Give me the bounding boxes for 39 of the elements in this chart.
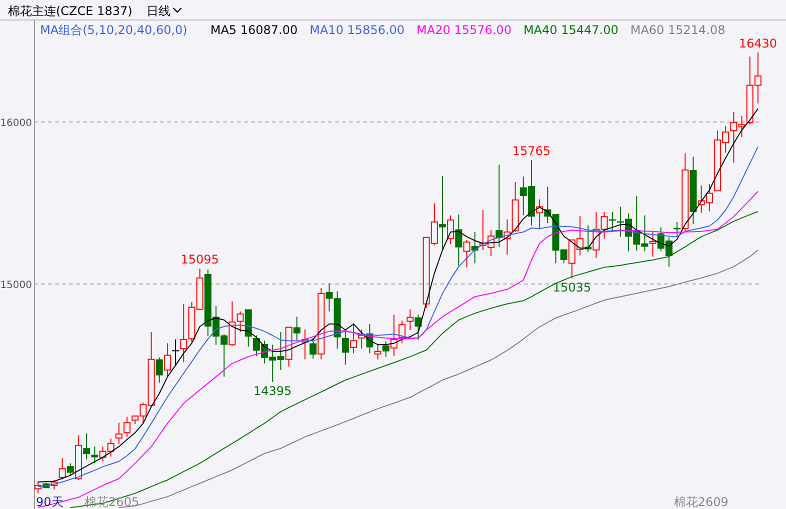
chart-title: 棉花主连(CZCE 1837) bbox=[8, 4, 132, 18]
text: MA20 15576.00 bbox=[416, 23, 512, 37]
candlestick bbox=[301, 328, 308, 360]
candlestick bbox=[649, 230, 656, 258]
candlestick bbox=[115, 422, 122, 445]
candlestick bbox=[455, 214, 462, 266]
chart-subtitle: 日线 bbox=[146, 4, 170, 18]
candlestick bbox=[293, 316, 300, 341]
text: MA40 15447.00 bbox=[523, 23, 618, 37]
candlestick bbox=[504, 218, 511, 256]
text: MA10 15856.00 bbox=[310, 23, 405, 37]
annotation: 15765 bbox=[512, 144, 551, 158]
text: MA5 16087.00 bbox=[210, 23, 298, 37]
candlestick bbox=[496, 164, 503, 248]
annotation: 15035 bbox=[552, 280, 592, 294]
text: MA60 15214.08 bbox=[630, 23, 726, 37]
annotation: 14395 bbox=[254, 384, 292, 398]
candlestick bbox=[83, 432, 90, 460]
candlestick bbox=[350, 322, 358, 354]
candlestick bbox=[310, 337, 317, 360]
candlestick bbox=[91, 446, 98, 464]
candlestick bbox=[390, 314, 398, 357]
candlestick bbox=[536, 198, 544, 230]
candlestick bbox=[66, 462, 74, 476]
annotation: 15095 bbox=[180, 252, 219, 267]
candlestick bbox=[674, 221, 681, 237]
annotation: 棉花2609 bbox=[674, 495, 728, 509]
candlestick bbox=[342, 331, 349, 366]
candlestick bbox=[318, 288, 325, 360]
legend-title: MA组合(5,10,20,40,60,0) bbox=[40, 23, 188, 37]
annotation: 16430 bbox=[738, 36, 778, 50]
y-tick-label: 15000 bbox=[0, 280, 32, 292]
candlestick bbox=[124, 416, 131, 438]
candlestick bbox=[438, 175, 446, 252]
candlestick bbox=[406, 308, 414, 331]
candlestick bbox=[156, 356, 163, 384]
candlestick bbox=[172, 338, 180, 366]
y-tick-label: 16000 bbox=[0, 118, 32, 130]
candlestick bbox=[382, 340, 390, 358]
